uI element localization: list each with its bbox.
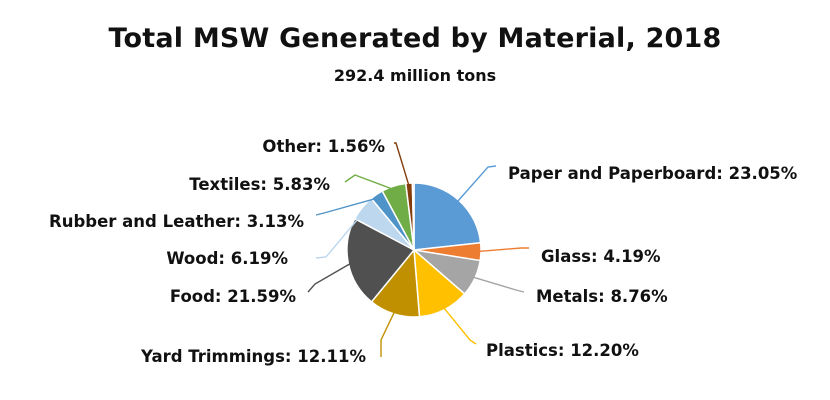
data-label: Other: 1.56% (262, 137, 385, 156)
data-label: Wood: 6.19% (166, 249, 288, 268)
pie-slice-food (346, 217, 416, 303)
data-label: Metals: 8.76% (536, 287, 668, 306)
leader-line (455, 165, 497, 204)
leader-line (344, 174, 396, 191)
chart-title: Total MSW Generated by Material, 2018 (108, 23, 722, 54)
leader-line (380, 309, 396, 357)
leader-line (315, 197, 379, 216)
data-label: Textiles: 5.83% (189, 175, 330, 194)
leader-line (315, 209, 366, 259)
data-label: Plastics: 12.20% (486, 341, 639, 360)
pie-slice-paper-and-paperboard (413, 182, 482, 251)
data-label: Paper and Paperboard: 23.05% (508, 164, 798, 183)
chart-subtitle: 292.4 million tons (333, 66, 497, 85)
data-label: Food: 21.59% (170, 287, 297, 306)
data-label: Rubber and Leather: 3.13% (49, 212, 304, 231)
leader-line (476, 247, 529, 253)
leader-line (441, 305, 477, 345)
leader-line (307, 261, 353, 293)
data-label: Yard Trimmings: 12.11% (140, 347, 366, 366)
data-label: Glass: 4.19% (541, 247, 661, 266)
leader-line (394, 142, 411, 188)
pie-slice-unlabeled (411, 182, 415, 251)
leader-line (470, 275, 525, 293)
